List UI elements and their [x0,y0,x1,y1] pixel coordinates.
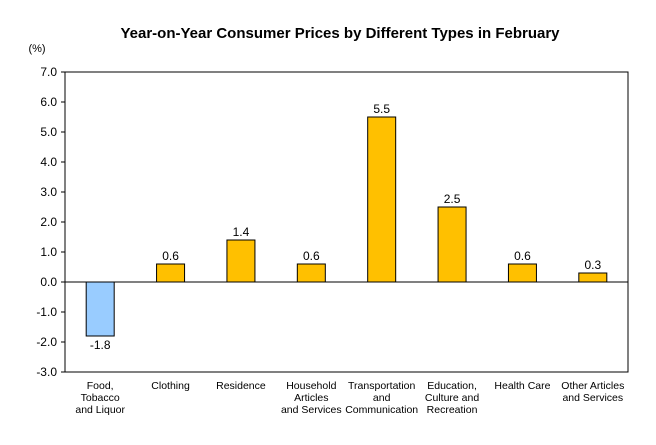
y-tick-label: 7.0 [40,65,57,79]
x-category-label: Other Articles and Services [561,380,624,404]
y-tick-label: 0.0 [40,275,57,289]
y-unit-label: (%) [28,43,45,55]
chart-title: Year-on-Year Consumer Prices by Differen… [120,25,560,42]
bar [507,263,537,283]
y-tick-label: 6.0 [40,95,57,109]
y-tick-label: 4.0 [40,155,57,169]
data-label: 5.5 [373,102,390,116]
y-tick-label: -2.0 [36,335,57,349]
bar [437,206,467,283]
data-label: 0.6 [162,249,179,263]
bar [226,239,256,283]
x-category-label: Health Care [494,380,550,392]
y-axis: 7.0 6.0 5.0 4.0 3.0 2.0 1.0 0.0 -1.0 -2.0 -3.0 [36,65,628,379]
bar [578,272,608,283]
y-tick-label: 2.0 [40,215,57,229]
x-axis-labels: Food, Tobacco and Liquor Clothing Residence H… [75,380,624,416]
y-tick-label: 3.0 [40,185,57,199]
data-label: 0.6 [514,249,531,263]
y-tick-label: -3.0 [36,365,57,379]
bar [85,281,115,337]
x-category-label: Household Articles and Services [281,380,342,416]
x-category-label: Food, Tobacco and Liquor [75,380,125,416]
bar [367,116,397,283]
data-label: 0.6 [303,249,320,263]
x-category-label: Residence [216,380,266,392]
x-category-label: Clothing [151,380,190,392]
x-category-label: Education, Culture and Recreation [425,380,479,416]
bar-series: -1.8 0.6 1.4 0.6 5.5 2.5 0.6 0.3 [85,102,608,352]
bar [296,263,326,283]
data-label: 1.4 [233,225,250,239]
plot-frame [64,71,629,373]
y-tick-label: 5.0 [40,125,57,139]
data-label: 0.3 [584,258,601,272]
x-category-label: Transportation and Communication [345,380,418,416]
y-tick-label: -1.0 [36,305,57,319]
data-label: 2.5 [444,192,461,206]
y-tick-label: 1.0 [40,245,57,259]
data-label: -1.8 [90,338,111,352]
bar [156,263,186,283]
